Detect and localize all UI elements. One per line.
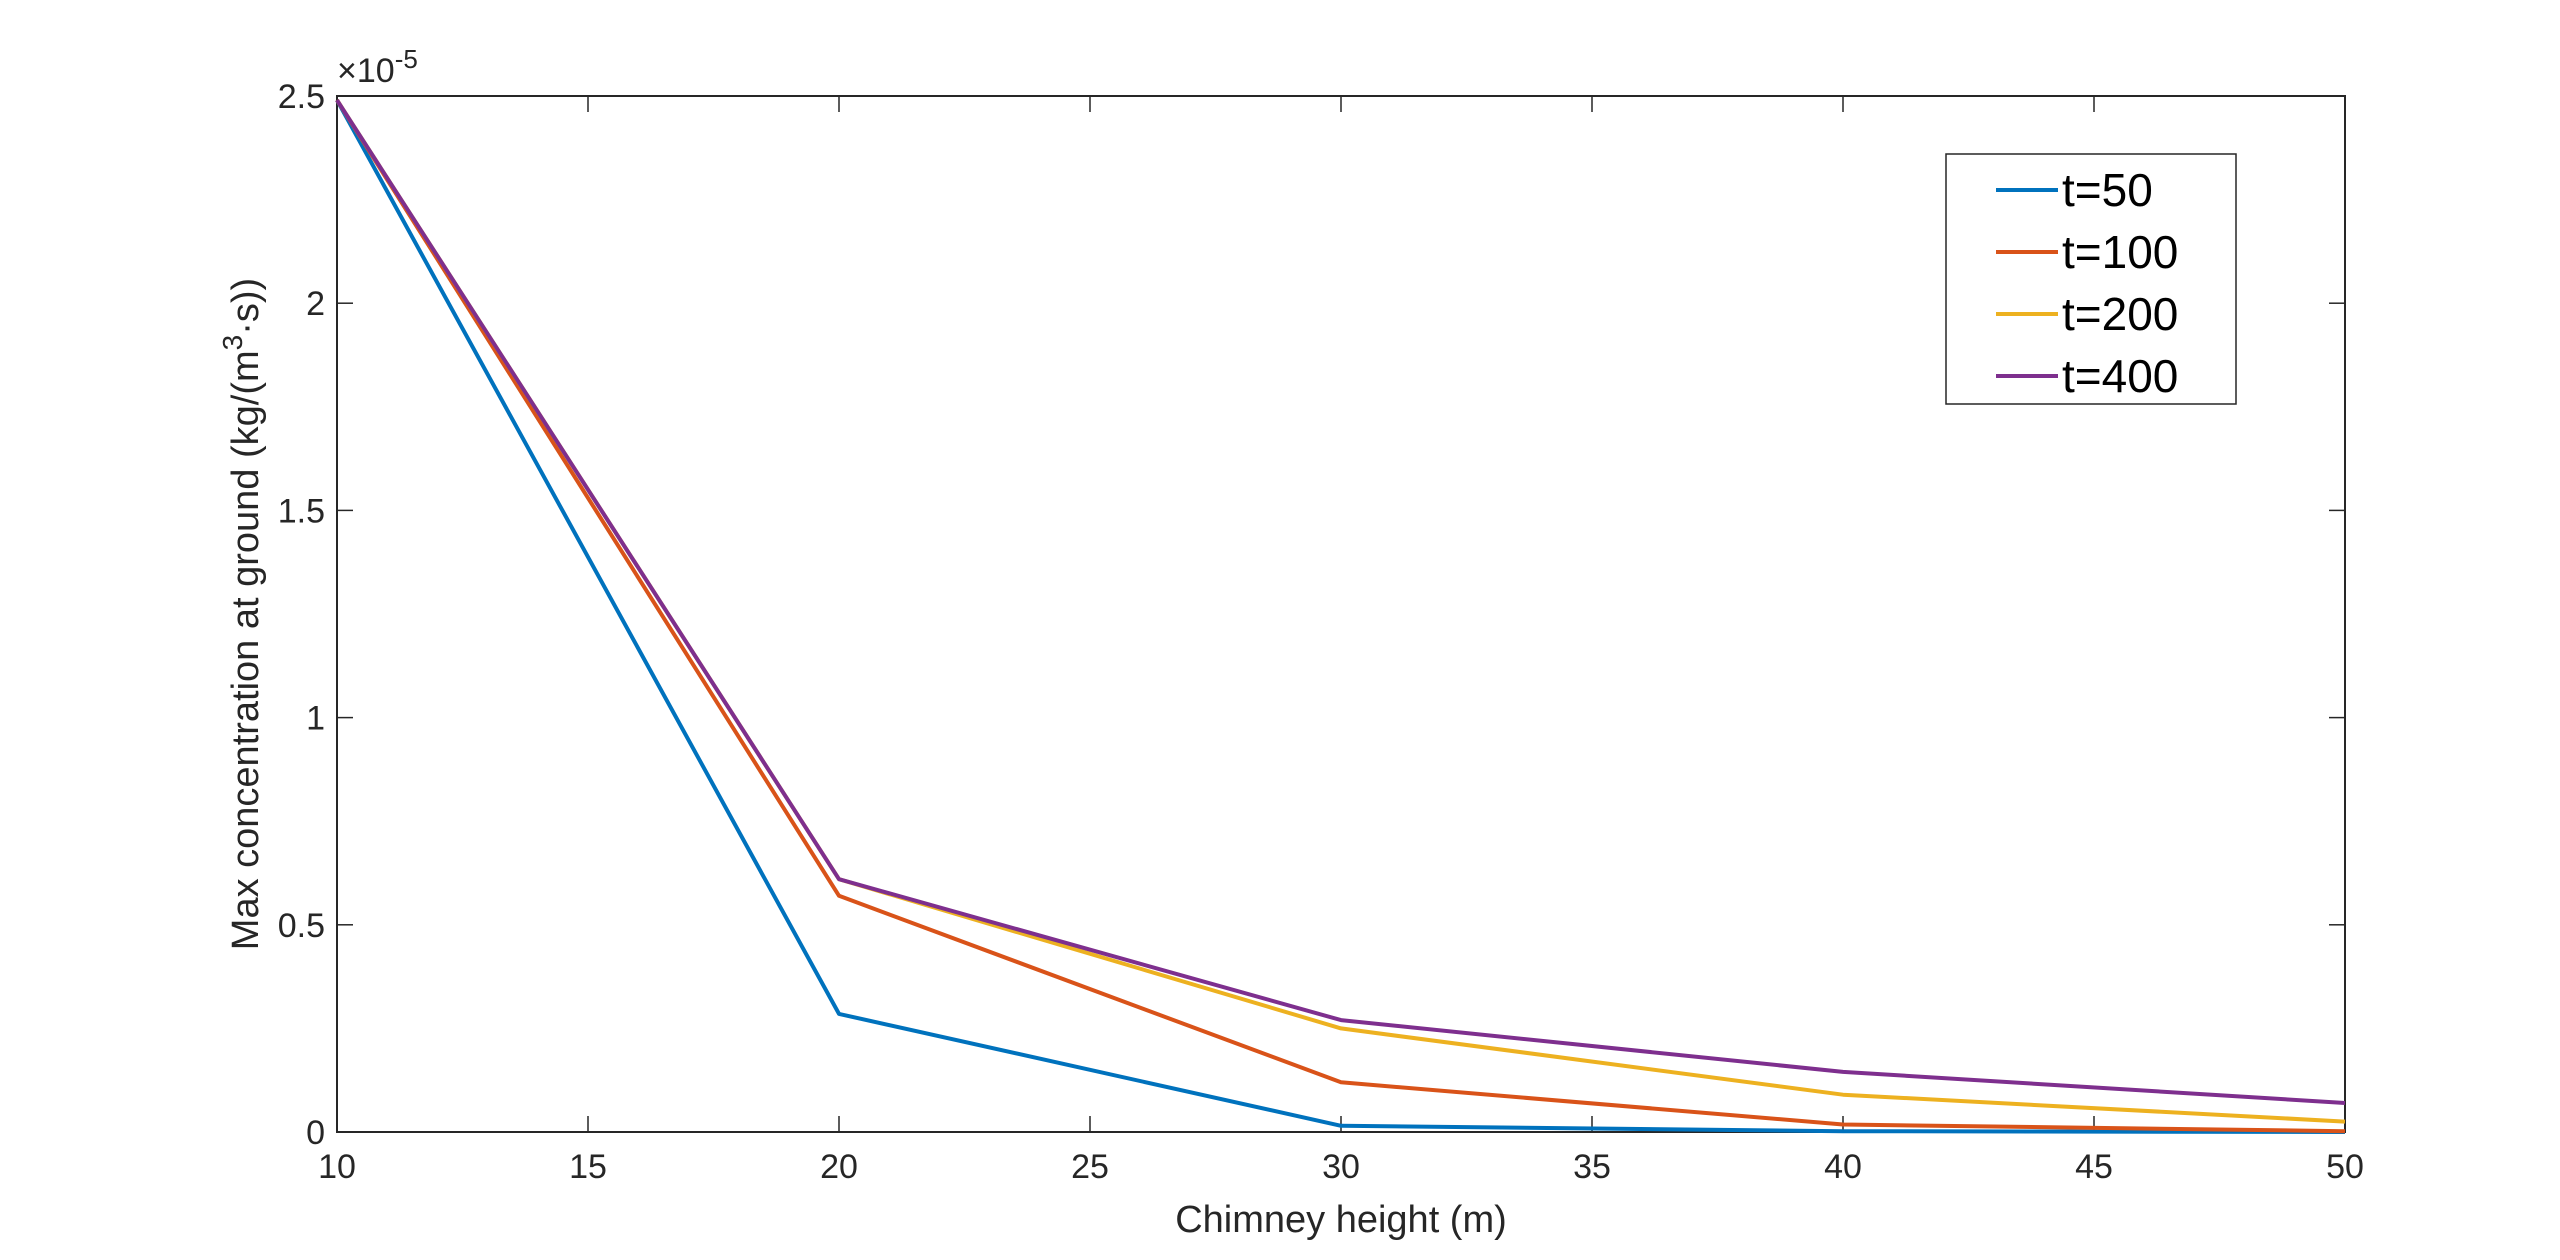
legend-label: t=200 <box>2062 288 2178 340</box>
y-tick-label: 2 <box>306 285 325 323</box>
y-tick-label: 1.5 <box>278 492 325 530</box>
x-tick-label: 15 <box>569 1148 607 1186</box>
legend-item: t=200 <box>1996 288 2178 340</box>
legend-box <box>1945 153 2237 405</box>
x-tick-label: 45 <box>2075 1148 2113 1186</box>
x-tick-label: 35 <box>1573 1148 1611 1186</box>
series-line-t=400 <box>335 99 2346 1105</box>
y-tick-label: 1 <box>306 700 325 738</box>
y-tick-label: 2.5 <box>278 78 325 116</box>
legend-item: t=100 <box>1996 226 2178 278</box>
legend-item: t=400 <box>1996 350 2178 402</box>
x-tick-label: 30 <box>1322 1148 1360 1186</box>
y-tick-label: 0 <box>306 1114 325 1152</box>
x-axis-label: Chimney height (m) <box>1175 1199 1507 1241</box>
x-tick-label: 10 <box>318 1148 356 1186</box>
series-lines <box>335 99 2346 1134</box>
legend-label: t=400 <box>2062 350 2178 402</box>
legend-label: t=100 <box>2062 226 2178 278</box>
legend: t=50 t=100 t=200 t=400 <box>1945 153 2237 405</box>
x-tick-label: 20 <box>820 1148 858 1186</box>
x-tick-label: 25 <box>1071 1148 1109 1186</box>
y-axis-label: Max concentration at ground (kg/(m3·s)) <box>217 278 267 950</box>
y-tick-label: 0.5 <box>278 907 325 945</box>
axis-ticks: 10 15 20 25 30 35 40 45 50 0 0.5 1 1.5 2 2.5 <box>278 78 2364 1186</box>
x-tick-label: 50 <box>2326 1148 2364 1186</box>
legend-entries: t=50 t=100 t=200 t=400 <box>1996 164 2178 402</box>
series-line-t=50 <box>335 99 2346 1134</box>
series-line-t=100 <box>335 99 2346 1134</box>
legend-label: t=50 <box>2062 164 2153 216</box>
legend-item: t=50 <box>1996 164 2153 216</box>
x-tick-label: 40 <box>1824 1148 1862 1186</box>
y-exponent-label: ×10-5 <box>337 44 418 90</box>
